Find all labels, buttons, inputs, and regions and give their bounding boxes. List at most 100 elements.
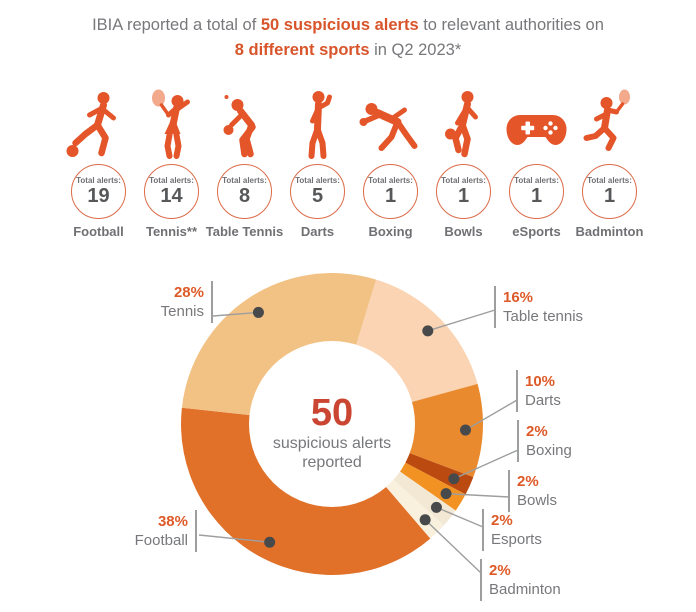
sport-col-tennis: Total alerts: 14 Tennis** <box>135 88 208 239</box>
table-tennis-player-icon <box>223 95 256 158</box>
leader-dot <box>419 514 431 526</box>
total-alerts-circle: Total alerts: 1 <box>363 164 418 219</box>
game-controller-icon <box>506 115 567 145</box>
leader-dot <box>459 424 471 436</box>
sport-name: Bowls <box>444 224 483 239</box>
sport-col-badminton: Total alerts: 1 Badminton <box>573 88 646 239</box>
alert-count: 1 <box>530 185 543 207</box>
total-alerts-circle: Total alerts: 5 <box>290 164 345 219</box>
sport-name: Boxing <box>368 224 413 239</box>
leader-line <box>198 534 270 543</box>
total-alerts-circle: Total alerts: 1 <box>582 164 637 219</box>
total-alerts-label: Total alerts: <box>149 176 194 185</box>
center-label-line2: reported <box>302 454 362 471</box>
leader-dot <box>440 488 452 500</box>
leader-line <box>427 309 496 332</box>
callout-esports: 2% Esports <box>482 509 549 551</box>
slice-name: Boxing <box>526 442 572 459</box>
callout-bowls: 2% Bowls <box>508 470 564 512</box>
sport-col-darts: Total alerts: 5 Darts <box>281 88 354 239</box>
total-alerts-circle: Total alerts: 1 <box>436 164 491 219</box>
alert-count: 1 <box>384 185 397 207</box>
sport-name: Table Tennis <box>205 224 284 239</box>
title-text: to relevant authorities on <box>418 16 604 34</box>
sport-col-bowls: Total alerts: 1 Bowls <box>427 88 500 239</box>
leader-line <box>436 506 484 528</box>
sport-name: Tennis** <box>145 224 198 239</box>
center-value: 50 <box>310 392 354 434</box>
leader-dot <box>422 325 434 337</box>
total-alerts-circle: Total alerts: 8 <box>217 164 272 219</box>
total-alerts-label: Total alerts: <box>295 176 340 185</box>
percent-label: 28% <box>173 284 204 301</box>
sport-col-football: Total alerts: 19 Football <box>62 88 135 239</box>
slice-name: Tennis <box>160 303 204 320</box>
callout-table-tennis: 16% Table tennis <box>494 286 590 328</box>
sports-row: Total alerts: 19 Football Total alerts: … <box>62 88 646 239</box>
total-alerts-label: Total alerts: <box>76 176 121 185</box>
alert-count: 14 <box>160 185 183 207</box>
percent-label: 10% <box>525 373 556 390</box>
title-line-1: IBIA reported a total of 50 suspicious a… <box>0 13 696 38</box>
title-text: in Q2 2023* <box>369 41 462 59</box>
percent-label: 38% <box>157 513 188 530</box>
slice-name: Football <box>134 532 188 549</box>
sport-col-esports: Total alerts: 1 eSports <box>500 88 573 239</box>
slice-name: Darts <box>525 392 561 409</box>
percent-label: 16% <box>503 289 534 306</box>
leader-dot <box>264 536 276 548</box>
sport-name: eSports <box>512 224 561 239</box>
slice-name: Esports <box>491 531 542 548</box>
title-highlight-alerts: 50 suspicious alerts <box>260 16 419 34</box>
slice-name: Bowls <box>517 492 558 509</box>
center-label-line1: suspicious alerts <box>272 435 392 452</box>
total-alerts-label: Total alerts: <box>514 176 559 185</box>
boxing-player-icon <box>359 103 418 151</box>
alert-count: 8 <box>238 185 251 207</box>
percent-label: 2% <box>489 562 511 579</box>
donut-center-text: 50 suspicious alerts reported <box>232 392 432 472</box>
callout-badminton: 2% Badminton <box>480 559 568 601</box>
sport-name: Darts <box>300 224 335 239</box>
title-text: IBIA reported a total of <box>92 16 261 34</box>
total-alerts-label: Total alerts: <box>587 176 632 185</box>
total-alerts-label: Total alerts: <box>222 176 267 185</box>
leader-line <box>424 519 482 574</box>
football-player-icon <box>66 92 116 157</box>
alert-count: 5 <box>311 185 324 207</box>
callout-football: 38% Football <box>128 510 197 552</box>
total-alerts-circle: Total alerts: 14 <box>144 164 199 219</box>
slice-name: Badminton <box>489 581 561 598</box>
alert-count: 1 <box>457 185 470 207</box>
title-line-2: 8 different sports in Q2 2023* <box>0 38 696 63</box>
leader-line <box>465 399 518 431</box>
sport-col-boxing: Total alerts: 1 Boxing <box>354 88 427 239</box>
leader-line <box>446 492 510 498</box>
sport-name: Football <box>73 224 124 239</box>
callout-darts: 10% Darts <box>516 370 568 412</box>
callout-boxing: 2% Boxing <box>517 420 579 462</box>
slice-name: Table tennis <box>503 308 584 325</box>
alert-count: 1 <box>603 185 616 207</box>
leader-dot <box>430 501 442 513</box>
total-alerts-label: Total alerts: <box>368 176 413 185</box>
leader-line <box>453 449 519 480</box>
percent-label: 2% <box>526 423 548 440</box>
tennis-player-icon <box>152 89 190 159</box>
sport-col-table-tennis: Total alerts: 8 Table Tennis <box>205 88 284 239</box>
leader-dot <box>252 306 264 318</box>
total-alerts-circle: Total alerts: 1 <box>509 164 564 219</box>
page-title: IBIA reported a total of 50 suspicious a… <box>0 13 696 63</box>
callout-tennis: 28% Tennis <box>154 281 213 323</box>
title-highlight-sports: 8 different sports <box>234 41 370 59</box>
percent-label: 2% <box>491 512 513 529</box>
bowls-player-icon <box>445 91 478 158</box>
darts-player-icon <box>308 91 332 159</box>
badminton-player-icon <box>583 89 630 151</box>
leader-dot <box>448 473 460 485</box>
total-alerts-circle: Total alerts: 19 <box>71 164 126 219</box>
alert-count: 19 <box>87 185 110 207</box>
percent-label: 2% <box>517 473 539 490</box>
